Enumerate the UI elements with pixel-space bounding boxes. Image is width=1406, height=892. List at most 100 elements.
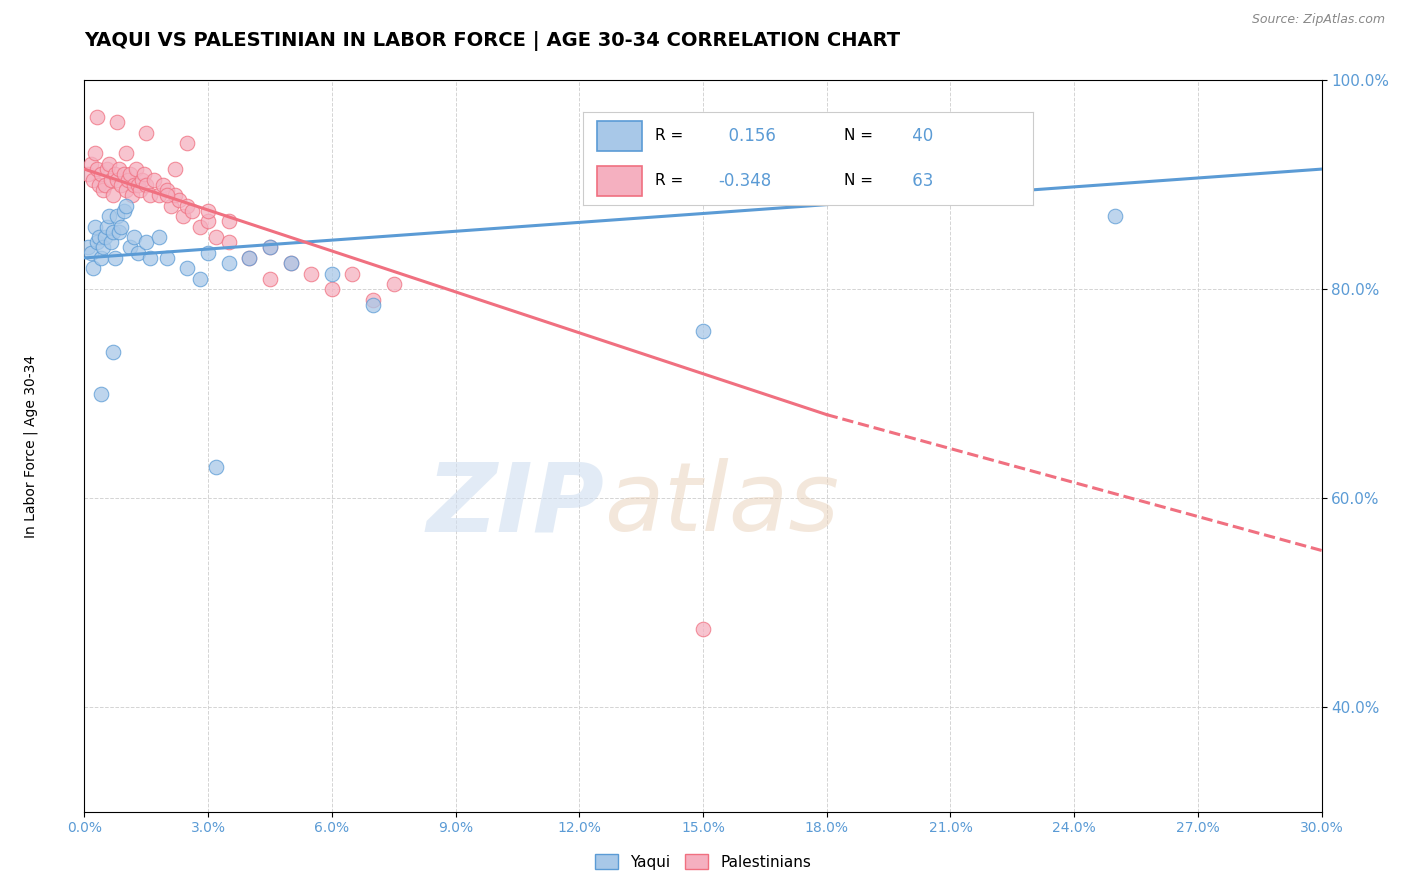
Text: 0.156: 0.156 — [718, 127, 776, 145]
Point — [156, 183, 179, 197]
Point — [114, 199, 136, 213]
Point — [86, 162, 108, 177]
Point — [361, 298, 384, 312]
Point — [342, 267, 364, 281]
Point — [114, 146, 136, 161]
Point — [79, 157, 101, 171]
Point — [91, 183, 114, 197]
Point — [139, 188, 162, 202]
Point — [165, 162, 187, 177]
Point — [238, 251, 260, 265]
Point — [110, 219, 132, 234]
Text: -0.348: -0.348 — [718, 172, 772, 190]
Point — [692, 622, 714, 636]
Point — [259, 240, 281, 254]
Point — [280, 256, 302, 270]
Point — [259, 240, 281, 254]
Point — [1104, 209, 1126, 223]
Point — [98, 209, 121, 223]
Text: Source: ZipAtlas.com: Source: ZipAtlas.com — [1251, 13, 1385, 27]
Point — [125, 162, 148, 177]
Point — [91, 240, 114, 254]
Point — [188, 272, 211, 286]
Text: N =: N = — [845, 173, 873, 188]
Point — [218, 256, 240, 270]
Point — [114, 183, 136, 197]
Point — [104, 167, 127, 181]
Point — [134, 167, 156, 181]
Point — [96, 162, 118, 177]
Point — [90, 167, 112, 181]
Point — [94, 178, 117, 192]
Point — [135, 126, 157, 140]
Point — [110, 178, 132, 192]
Point — [104, 251, 127, 265]
Text: ZIP: ZIP — [426, 458, 605, 551]
Point — [156, 251, 179, 265]
FancyBboxPatch shape — [598, 120, 643, 151]
Point — [205, 459, 228, 474]
Point — [103, 225, 125, 239]
Point — [692, 324, 714, 338]
Point — [90, 386, 112, 401]
Point — [165, 188, 187, 202]
Point — [82, 172, 104, 186]
FancyBboxPatch shape — [598, 166, 643, 196]
Point — [197, 245, 219, 260]
Point — [197, 214, 219, 228]
Point — [180, 203, 202, 218]
Point — [321, 282, 343, 296]
Point — [90, 251, 112, 265]
Point — [259, 272, 281, 286]
Point — [112, 203, 135, 218]
Point — [86, 110, 108, 124]
Point — [135, 178, 157, 192]
Point — [103, 188, 125, 202]
Point — [122, 230, 145, 244]
Text: atlas: atlas — [605, 458, 839, 551]
Text: R =: R = — [655, 128, 683, 144]
Point — [172, 209, 194, 223]
Point — [82, 261, 104, 276]
Point — [117, 172, 139, 186]
Point — [127, 245, 149, 260]
Point — [160, 199, 183, 213]
Point — [167, 194, 190, 208]
Point — [148, 188, 170, 202]
Text: R =: R = — [655, 173, 683, 188]
Point — [382, 277, 405, 291]
Point — [108, 162, 131, 177]
Point — [238, 251, 260, 265]
Point — [86, 235, 108, 250]
Point — [131, 172, 153, 186]
Point — [176, 136, 198, 150]
Legend: Yaqui, Palestinians: Yaqui, Palestinians — [588, 846, 818, 877]
Point — [118, 240, 141, 254]
Point — [105, 172, 128, 186]
Point — [105, 115, 128, 129]
Point — [87, 178, 110, 192]
Point — [118, 167, 141, 181]
Point — [98, 157, 121, 171]
Point — [100, 172, 122, 186]
Point — [127, 178, 149, 192]
Text: 63: 63 — [907, 172, 934, 190]
Point — [103, 345, 125, 359]
Point — [321, 267, 343, 281]
Point — [139, 251, 162, 265]
Point — [122, 178, 145, 192]
Point — [96, 219, 118, 234]
Point — [156, 188, 179, 202]
Text: In Labor Force | Age 30-34: In Labor Force | Age 30-34 — [24, 354, 38, 538]
Text: N =: N = — [845, 128, 873, 144]
Point — [280, 256, 302, 270]
Point — [205, 230, 228, 244]
Point — [218, 235, 240, 250]
Point — [188, 219, 211, 234]
Point — [197, 203, 219, 218]
Point — [105, 209, 128, 223]
Text: YAQUI VS PALESTINIAN IN LABOR FORCE | AGE 30-34 CORRELATION CHART: YAQUI VS PALESTINIAN IN LABOR FORCE | AG… — [84, 31, 900, 51]
Point — [100, 235, 122, 250]
Point — [87, 230, 110, 244]
Point — [83, 146, 105, 161]
